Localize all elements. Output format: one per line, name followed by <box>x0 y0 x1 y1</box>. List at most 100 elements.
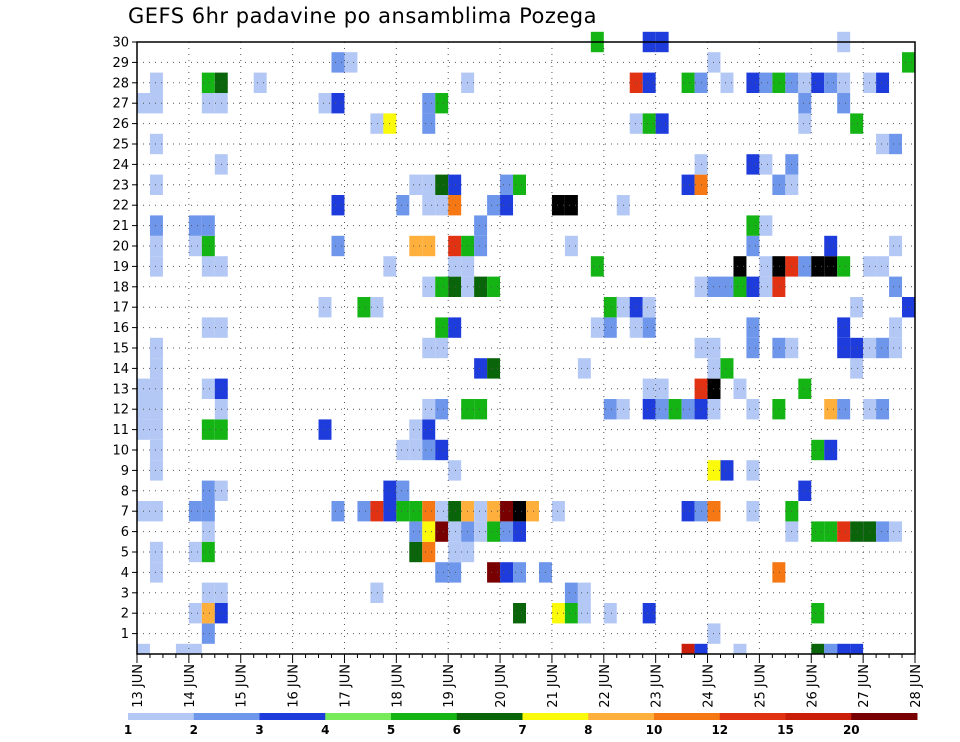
heatmap-cell <box>448 235 462 257</box>
heatmap-cell <box>850 297 864 318</box>
y-tick-label: 26 <box>112 117 129 132</box>
heatmap-cell <box>681 72 695 93</box>
heatmap-cell <box>876 399 890 420</box>
heatmap-cell <box>422 399 436 420</box>
y-tick-label: 13 <box>112 382 129 397</box>
heatmap-cell <box>850 113 864 134</box>
heatmap-cell <box>837 337 851 359</box>
y-tick-label: 22 <box>112 199 129 214</box>
heatmap-cell <box>746 460 760 481</box>
y-tick-label: 18 <box>112 280 129 295</box>
heatmap-cell <box>201 480 215 501</box>
heatmap-cell <box>422 93 436 114</box>
legend-swatch <box>391 713 458 720</box>
heatmap-cell <box>733 643 747 654</box>
heatmap-cell <box>448 521 462 542</box>
heatmap-cells <box>137 31 915 654</box>
heatmap-cell <box>681 501 695 522</box>
heatmap-cell <box>577 358 591 379</box>
heatmap-cell <box>448 460 462 481</box>
heatmap-cell <box>889 276 903 297</box>
heatmap-cell <box>422 276 436 297</box>
heatmap-cell <box>201 72 215 93</box>
heatmap-cell <box>824 643 838 654</box>
heatmap-cell <box>850 643 864 654</box>
heatmap-cell <box>720 276 734 297</box>
heatmap-cell <box>746 276 760 297</box>
heatmap-cell <box>435 337 449 359</box>
heatmap-cell <box>772 562 786 583</box>
y-tick-label: 6 <box>121 525 129 540</box>
heatmap-cell <box>759 256 773 277</box>
heatmap-cell <box>149 256 163 277</box>
dotted-grid <box>137 42 916 654</box>
y-tick-label: 15 <box>112 342 129 357</box>
heatmap-cell <box>642 317 656 338</box>
heatmap-cell <box>642 72 656 93</box>
legend-swatch <box>851 713 918 720</box>
y-tick-label: 28 <box>112 76 129 91</box>
x-tick-label: 18 JUN <box>390 664 405 708</box>
color-legend: 1 2 3 4 5 6 7 8 10 12 15 20 <box>124 713 918 737</box>
heatmap-cell <box>175 643 189 654</box>
heatmap-cell <box>448 256 462 277</box>
heatmap-cell <box>642 297 656 318</box>
legend-bound-label: 5 <box>387 723 395 737</box>
y-tick-label: 29 <box>112 56 129 71</box>
x-tick-label: 14 JUN <box>183 664 198 708</box>
heatmap-cell <box>876 337 890 359</box>
heatmap-cell <box>707 460 721 481</box>
x-tick-label: 26 JUN <box>805 664 820 708</box>
heatmap-cell <box>772 72 786 93</box>
heatmap-cell <box>603 297 617 318</box>
heatmap-cell <box>474 521 488 542</box>
heatmap-cell <box>370 297 384 318</box>
heatmap-cell <box>759 72 773 93</box>
heatmap-cell <box>500 501 514 522</box>
heatmap-cell <box>149 93 163 114</box>
heatmap-cell <box>318 297 332 318</box>
heatmap-cell <box>149 174 163 195</box>
heatmap-cell <box>837 72 851 93</box>
heatmap-cell <box>746 215 760 236</box>
heatmap-cell <box>487 562 501 583</box>
heatmap-cell <box>201 317 215 338</box>
heatmap-cell <box>422 235 436 257</box>
heatmap-cell <box>629 297 643 318</box>
y-tick-label: 7 <box>121 505 129 520</box>
heatmap-cell <box>746 317 760 338</box>
heatmap-cell <box>422 541 436 563</box>
heatmap-cell <box>642 399 656 420</box>
heatmap-cell <box>759 276 773 297</box>
heatmap-cell <box>694 643 708 654</box>
heatmap-cell <box>824 72 838 93</box>
x-tick-label: 22 JUN <box>598 664 613 708</box>
heatmap-cell <box>149 460 163 481</box>
heatmap-cell <box>149 337 163 359</box>
heatmap-cell <box>409 439 423 461</box>
heatmap-cell <box>876 133 890 155</box>
heatmap-cell <box>448 562 462 583</box>
heatmap-cell <box>435 195 449 216</box>
heatmap-cell <box>811 72 825 93</box>
heatmap-cell <box>474 276 488 297</box>
heatmap-cell <box>629 72 643 93</box>
heatmap-cell <box>811 439 825 461</box>
heatmap-cell <box>824 256 838 277</box>
heatmap-cell <box>902 297 915 318</box>
heatmap-cell <box>824 521 838 542</box>
heatmap-cell <box>603 317 617 338</box>
heatmap-cell <box>746 501 760 522</box>
heatmap-cell <box>435 399 449 420</box>
x-axis: 13 JUN 14 JUN 15 JUN 16 JUN 17 JUN 18 JUN 19 J… <box>131 654 924 708</box>
legend-bound-label: 15 <box>777 723 794 737</box>
heatmap-cell <box>772 174 786 195</box>
heatmap-cell <box>149 501 163 522</box>
legend-swatch <box>522 713 589 720</box>
heatmap-cell <box>500 521 514 542</box>
heatmap-cell <box>435 562 449 583</box>
y-tick-label: 4 <box>121 566 129 581</box>
heatmap-cell <box>149 399 163 420</box>
heatmap-cell <box>474 235 488 257</box>
y-tick-label: 9 <box>121 464 129 479</box>
